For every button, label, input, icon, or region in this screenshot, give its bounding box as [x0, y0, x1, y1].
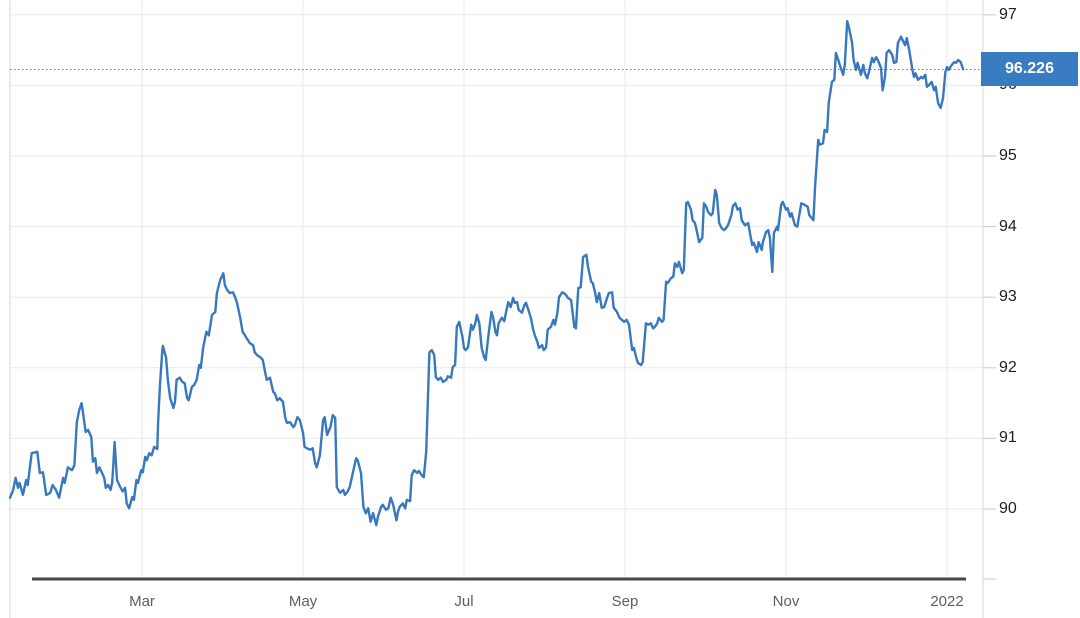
x-tick-label: Jul — [454, 593, 474, 610]
x-tick-label: Nov — [772, 593, 800, 610]
y-tick-label: 94 — [999, 217, 1017, 235]
price-line — [8, 20, 965, 527]
y-tick-label: 97 — [999, 5, 1017, 23]
x-tick-label: Sep — [611, 593, 639, 610]
y-tick-label: 92 — [999, 358, 1017, 376]
y-tick-label: 91 — [999, 429, 1017, 447]
y-tick-label: 95 — [999, 147, 1017, 164]
y-tick-label: 93 — [999, 288, 1017, 306]
x-tick-label: 2022 — [930, 593, 964, 610]
last-price-value: 96.226 — [1005, 60, 1054, 78]
x-tick-label: May — [288, 593, 318, 610]
x-tick-label: Mar — [129, 593, 155, 610]
last-price-label: 96.226 — [981, 52, 1078, 87]
y-tick-label: 90 — [999, 500, 1017, 517]
